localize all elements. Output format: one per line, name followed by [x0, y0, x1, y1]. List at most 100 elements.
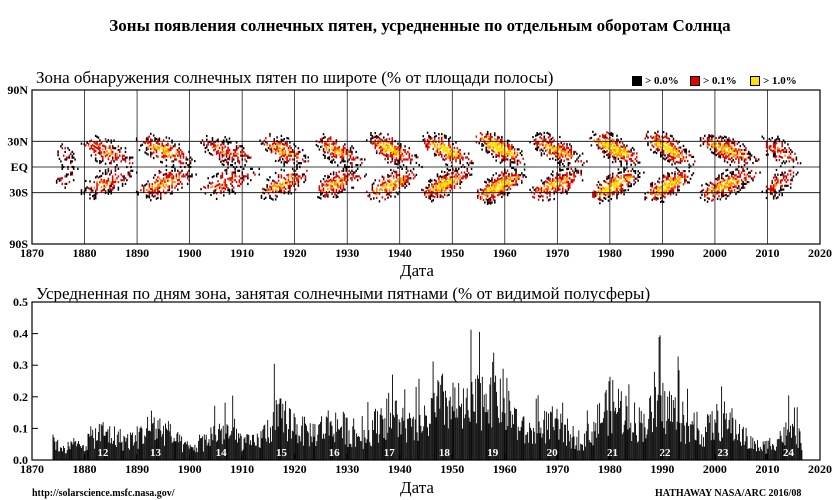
butterfly-mark [342, 158, 345, 161]
butterfly-mark [433, 182, 436, 186]
butterfly-mark [721, 180, 723, 183]
butterfly-mark [657, 188, 659, 191]
butterfly-mark [722, 193, 724, 196]
butterfly-mark [706, 138, 709, 141]
butterfly-mark [613, 158, 615, 161]
butterfly-mark [282, 148, 284, 151]
butterfly-mark [732, 153, 734, 156]
butterfly-mark [515, 181, 517, 184]
butterfly-mark [227, 150, 229, 153]
butterfly-mark [552, 181, 554, 184]
butterfly-mark [452, 157, 454, 161]
butterfly-mark [178, 173, 180, 176]
butterfly-mark [443, 155, 446, 158]
butterfly-mark [708, 197, 710, 200]
butterfly-mark [486, 200, 489, 204]
butterfly-mark [771, 193, 774, 196]
butterfly-mark [671, 172, 673, 175]
butterfly-mark [501, 186, 503, 189]
butterfly-mark [391, 146, 394, 149]
butterfly-mark [443, 182, 446, 185]
butterfly-mark [157, 146, 159, 149]
butterfly-mark [570, 181, 573, 184]
butterfly-mark [439, 152, 442, 156]
butterfly-mark [485, 137, 488, 140]
butterfly-mark [157, 189, 159, 192]
butterfly-mark [290, 173, 293, 176]
butterfly-mark [164, 180, 166, 183]
butterfly-mark [276, 141, 278, 145]
butterfly-mark [373, 197, 375, 200]
butterfly-mark [611, 183, 614, 187]
butterfly-mark [494, 132, 496, 135]
butterfly-mark [544, 145, 547, 149]
butterfly-mark [566, 173, 568, 176]
butterfly-mark [791, 158, 793, 161]
butterfly-mark [708, 143, 710, 146]
butterfly-mark [600, 199, 603, 202]
butterfly-mark [87, 144, 90, 147]
butterfly-mark [117, 175, 120, 178]
butterfly-mark [384, 150, 386, 153]
butterfly-mark [284, 161, 287, 164]
butterfly-mark [620, 192, 622, 195]
butterfly-mark [341, 169, 343, 173]
butterfly-mark [643, 171, 645, 174]
butterfly-mark [290, 181, 293, 184]
butterfly-mark [675, 180, 678, 183]
butterfly-mark [425, 143, 427, 146]
butterfly-mark [607, 192, 610, 195]
butterfly-mark [124, 182, 127, 185]
butterfly-mark [501, 182, 503, 185]
butterfly-mark [327, 157, 329, 160]
butterfly-mark [331, 189, 333, 192]
butterfly-mark [388, 192, 391, 195]
butterfly-mark [726, 161, 729, 164]
butterfly-mark [732, 151, 734, 154]
butterfly-mark [709, 135, 712, 138]
butterfly-mark [767, 153, 769, 156]
butterfly-mark [381, 188, 384, 191]
butterfly-mark [432, 147, 435, 150]
butterfly-mark [706, 183, 709, 186]
butterfly-mark [492, 140, 495, 143]
butterfly-mark [772, 155, 775, 158]
butterfly-mark [606, 142, 608, 145]
butterfly-mark [67, 167, 69, 170]
butterfly-mark [743, 182, 746, 185]
butterfly-mark [533, 192, 536, 195]
butterfly-mark [740, 182, 743, 186]
butterfly-mark [290, 147, 293, 150]
butterfly-mark [167, 144, 169, 147]
butterfly-mark [107, 177, 110, 180]
butterfly-mark [682, 148, 685, 151]
butterfly-mark [211, 185, 214, 188]
butterfly-mark [602, 143, 604, 146]
butterfly-mark [172, 154, 175, 157]
butterfly-mark [154, 189, 156, 192]
butterfly-mark [495, 172, 497, 175]
butterfly-mark [484, 136, 486, 139]
butterfly-mark [678, 189, 680, 192]
butterfly-mark [620, 162, 622, 165]
butterfly-mark [557, 148, 560, 151]
butterfly-mark [488, 192, 490, 195]
butterfly-mark [677, 176, 679, 179]
butterfly-mark [107, 188, 110, 192]
butterfly-mark [752, 161, 754, 165]
butterfly-mark [65, 156, 68, 159]
butterfly-mark [332, 153, 335, 156]
butterfly-mark [712, 142, 715, 145]
butterfly-mark [342, 160, 345, 163]
butterfly-mark [610, 180, 613, 184]
butterfly-mark [667, 175, 669, 178]
butterfly-mark [331, 179, 333, 182]
butterfly-mark [567, 182, 570, 186]
butterfly-mark [206, 134, 208, 138]
butterfly-mark [200, 188, 202, 191]
butterfly-mark [566, 179, 568, 182]
butterfly-mark [668, 192, 671, 195]
butterfly-mark [294, 175, 297, 178]
butterfly-mark [247, 173, 249, 176]
butterfly-mark [227, 166, 229, 169]
